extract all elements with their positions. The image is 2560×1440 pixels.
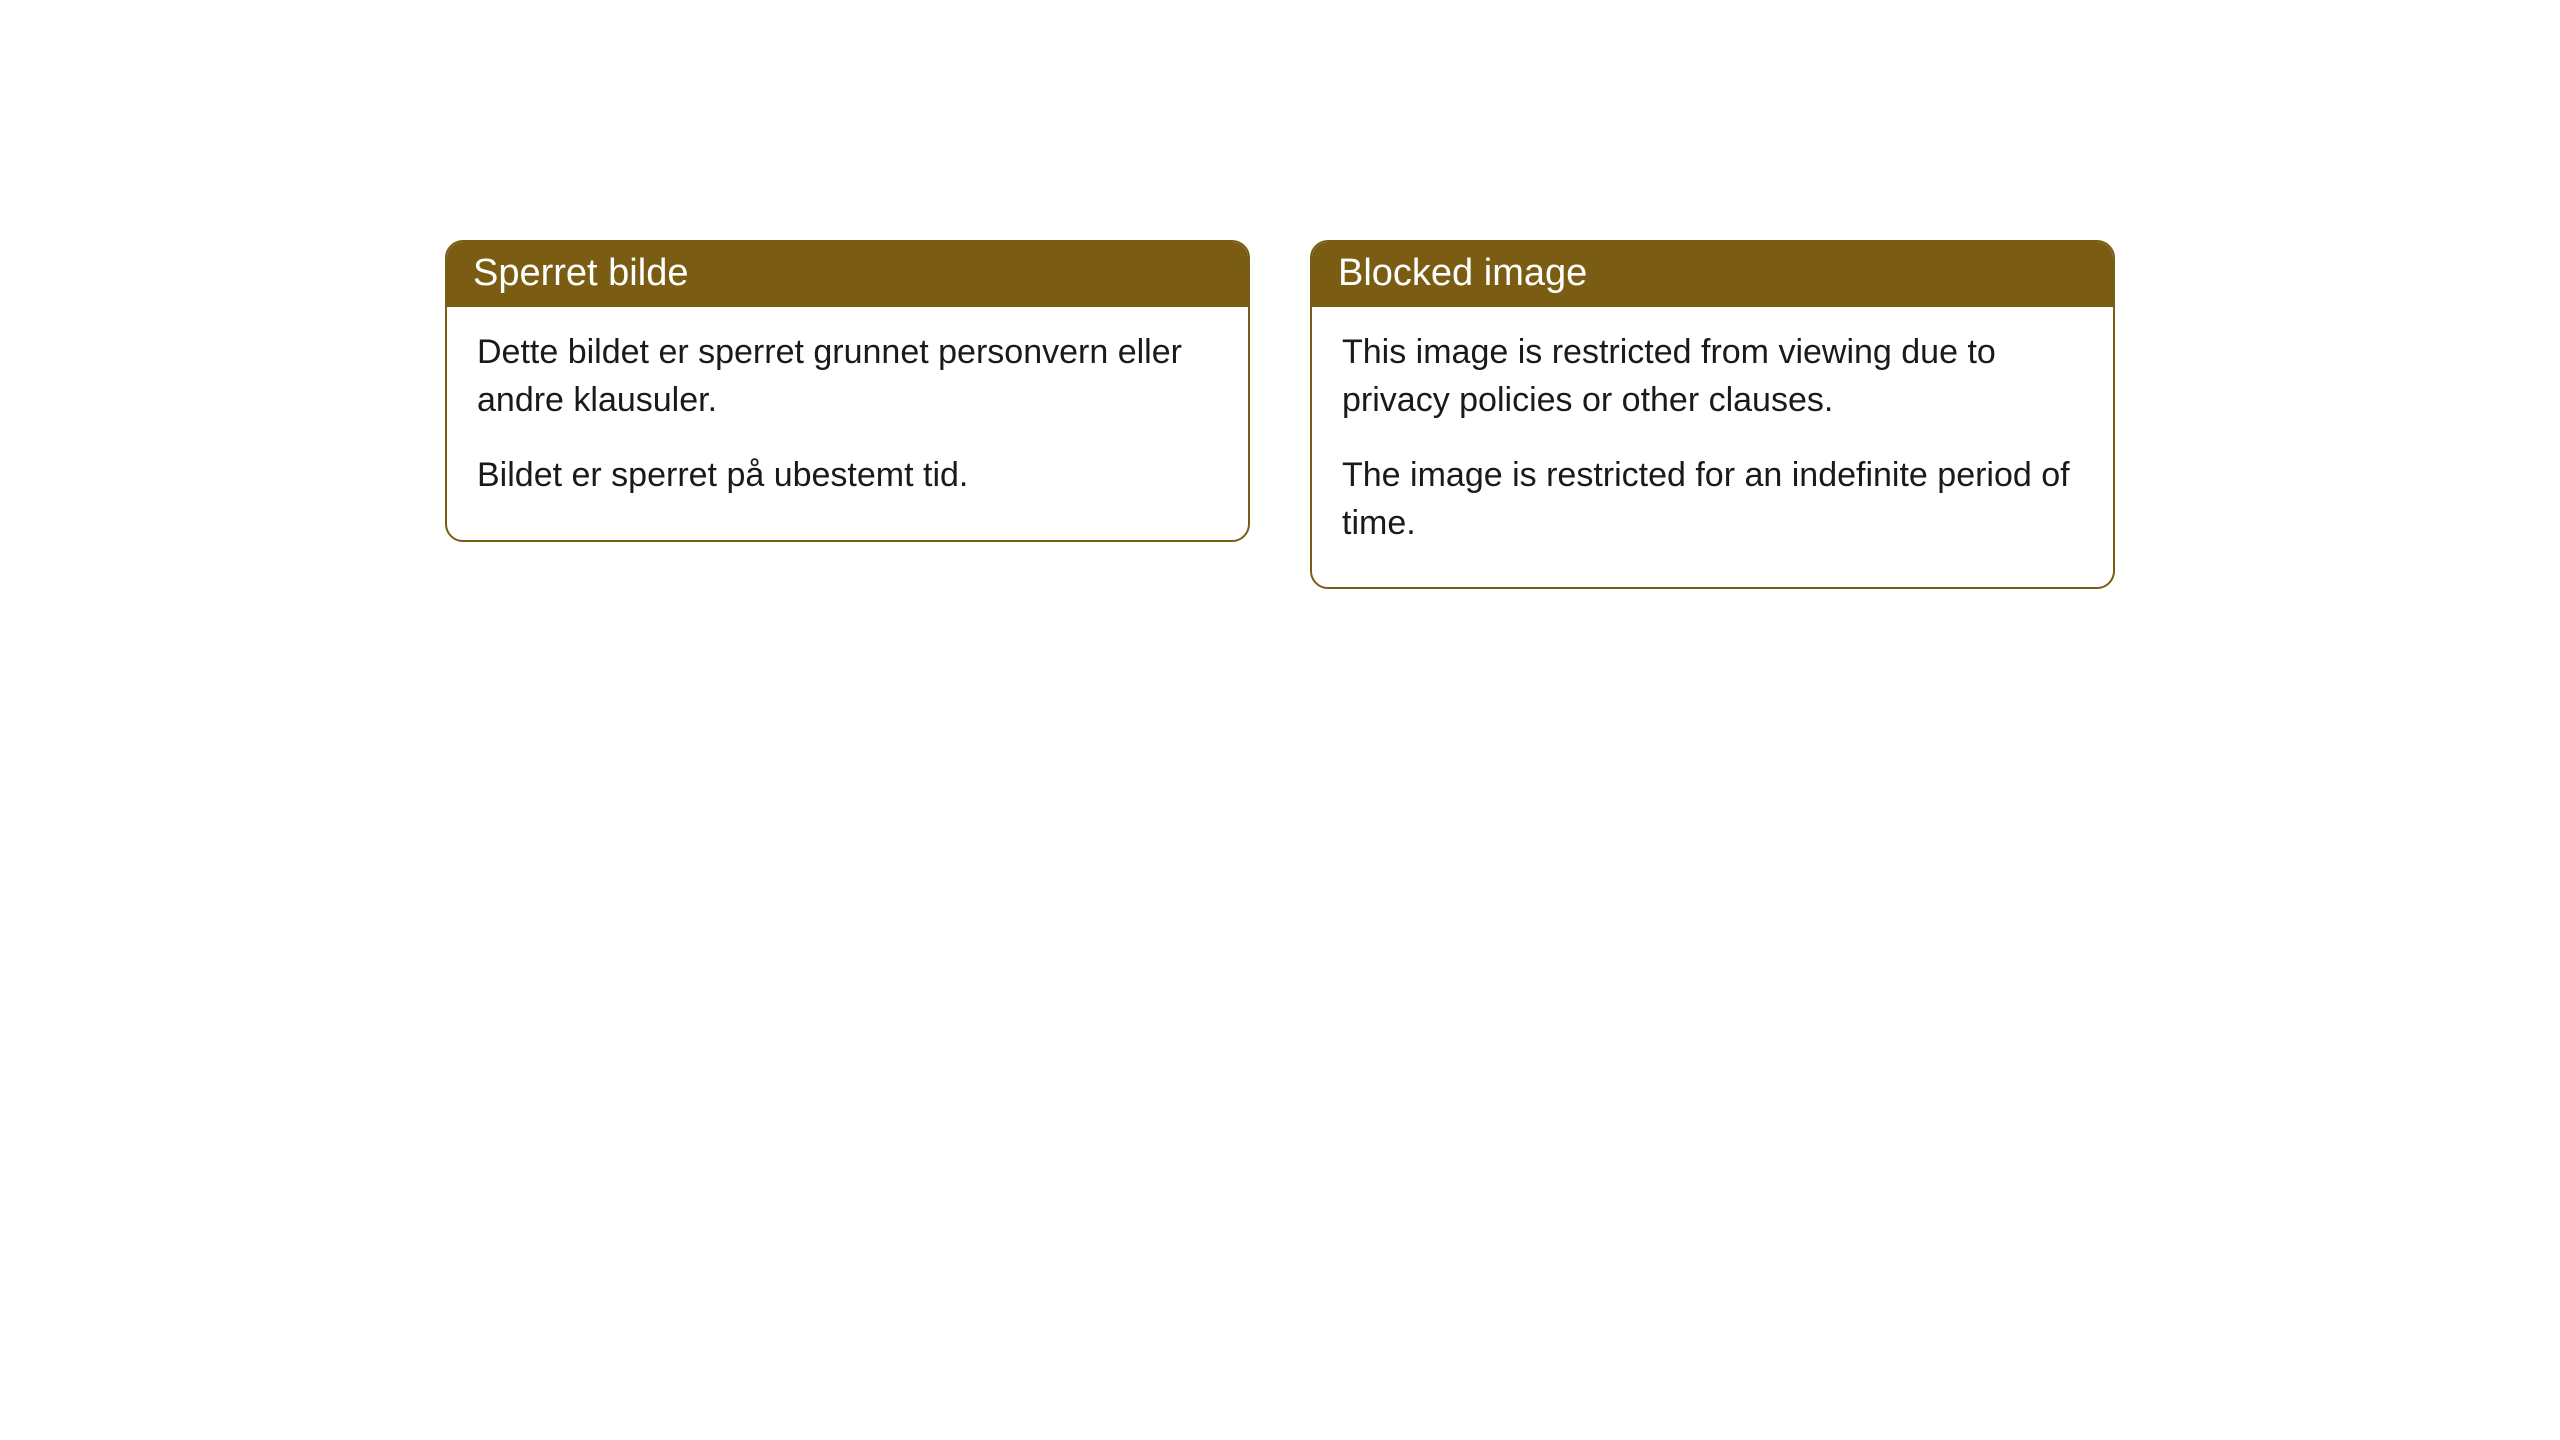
card-title-en: Blocked image: [1338, 252, 1587, 294]
card-header-no: Sperret bilde: [447, 242, 1248, 307]
blocked-image-card-en: Blocked image This image is restricted f…: [1310, 240, 2115, 589]
card-para1-no: Dette bildet er sperret grunnet personve…: [477, 329, 1218, 424]
card-header-en: Blocked image: [1312, 242, 2113, 307]
card-body-en: This image is restricted from viewing du…: [1312, 307, 2113, 587]
card-para2-en: The image is restricted for an indefinit…: [1342, 452, 2083, 547]
blocked-image-card-no: Sperret bilde Dette bildet er sperret gr…: [445, 240, 1250, 542]
card-title-no: Sperret bilde: [473, 252, 688, 294]
card-body-no: Dette bildet er sperret grunnet personve…: [447, 307, 1248, 540]
card-para2-no: Bildet er sperret på ubestemt tid.: [477, 452, 1218, 500]
card-para1-en: This image is restricted from viewing du…: [1342, 329, 2083, 424]
